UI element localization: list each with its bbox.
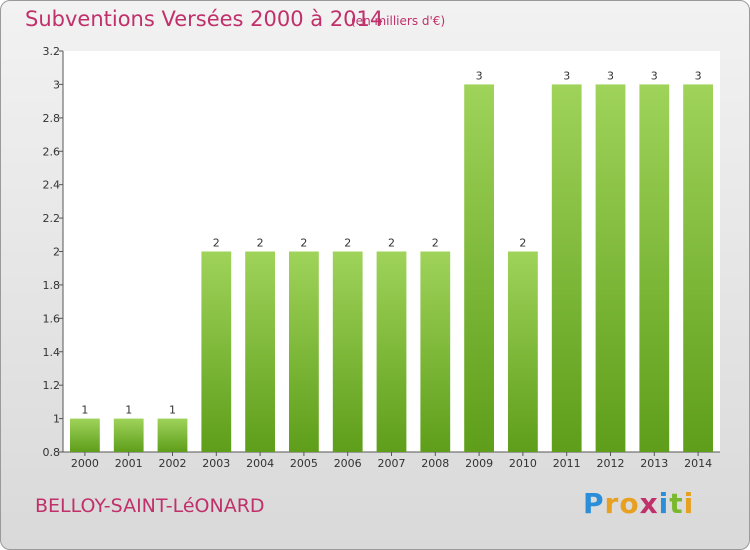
y-tick-label: 2.6 [43,145,61,158]
bar-2001 [113,418,144,452]
y-tick-label: 1.4 [43,346,61,359]
x-tick-label-2009: 2009 [465,457,493,470]
data-label-2009: 3 [476,69,483,82]
logo-letter: P [583,487,605,520]
logo-letter: x [639,487,659,520]
data-label-2008: 2 [432,237,439,250]
x-tick-label-2005: 2005 [290,457,318,470]
x-tick-label-2011: 2011 [553,457,581,470]
logo-letter: i [658,487,670,520]
data-label-2006: 2 [344,237,351,250]
x-axis: 2000 2001 2002 2003 2004 2005 2006 2007 2008 2009… [63,451,720,470]
x-tick-label-2001: 2001 [115,457,143,470]
y-tick-label: 2.4 [43,179,61,192]
bar-2004 [245,251,275,452]
data-label-2012: 3 [607,69,614,82]
y-tick-label: 2.2 [43,212,61,225]
x-tick-label-2014: 2014 [684,457,712,470]
bar-2012 [595,84,626,453]
data-label-2000: 1 [81,404,88,417]
proxiti-logo: Proxiti [583,487,694,520]
y-tick-label: 0.8 [43,446,61,459]
data-label-2011: 3 [563,69,570,82]
x-tick-label-2012: 2012 [597,457,625,470]
bar-2007 [376,251,407,452]
logo-letter: r [604,487,620,520]
bar-2008 [420,251,451,452]
logo-letter: i [683,487,695,520]
bar-2002 [157,418,188,452]
bars: 1 1 1 2 2 2 2 2 2 3 2 3 3 3 3 [70,69,713,453]
bar-2006 [332,251,363,452]
y-tick-label: 1.2 [43,379,61,392]
data-label-2010: 2 [519,237,526,250]
bar-2003 [201,251,232,452]
bar-2014 [683,84,713,453]
data-label-2007: 2 [388,237,395,250]
y-tick-label: 1 [53,413,60,426]
y-tick-label: 1.8 [43,279,61,292]
bar-2005 [289,251,319,452]
chart-title: Subventions Versées 2000 à 2014 [25,7,384,31]
bar-2013 [639,84,670,453]
x-tick-label-2007: 2007 [378,457,406,470]
bar-2009 [464,84,494,453]
logo-letter: t [669,487,684,520]
bar-2010 [508,251,538,452]
bar-2000 [70,418,100,452]
x-tick-label-2000: 2000 [71,457,99,470]
data-label-2014: 3 [695,69,702,82]
data-label-2013: 3 [651,69,658,82]
data-label-2002: 1 [169,404,176,417]
y-tick-label: 1.6 [43,312,61,325]
data-label-2005: 2 [300,237,307,250]
x-tick-label-2010: 2010 [509,457,537,470]
data-label-2003: 2 [213,237,220,250]
y-tick-label: 3 [53,78,60,91]
data-label-2004: 2 [257,237,264,250]
x-tick-label-2003: 2003 [202,457,230,470]
x-tick-label-2008: 2008 [421,457,449,470]
y-axis: 0.8 1 1.2 1.4 1.6 1.8 2 2.2 2.4 2.6 2.8 3 3.2 [43,45,64,459]
data-label-2001: 1 [125,404,132,417]
commune-name: BELLOY-SAINT-LéONARD [35,495,265,517]
y-tick-label: 3.2 [43,45,61,58]
chart-subtitle: (en milliers d'€) [351,14,446,28]
x-tick-label-2004: 2004 [246,457,274,470]
x-tick-label-2013: 2013 [640,457,668,470]
bar-2011 [551,84,582,453]
x-tick-label-2006: 2006 [334,457,362,470]
logo-letter: o [619,487,640,520]
y-tick-label: 2.8 [43,112,61,125]
x-tick-label-2002: 2002 [159,457,187,470]
y-tick-label: 2 [53,246,60,259]
